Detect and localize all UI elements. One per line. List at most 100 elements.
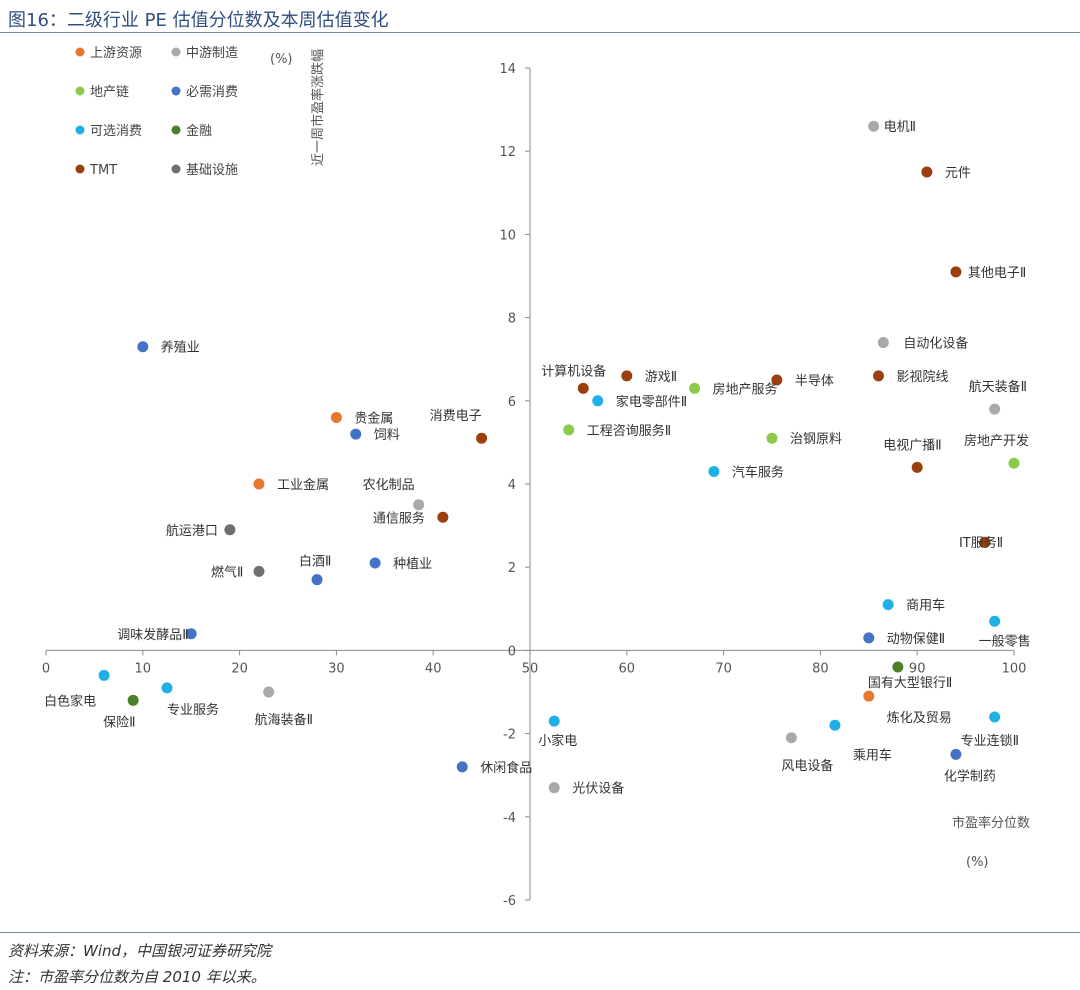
- point-label: 风电设备: [781, 758, 833, 774]
- legend-label: 金融: [186, 123, 212, 139]
- x-tick-label: 30: [328, 661, 345, 676]
- data-point: [989, 711, 1001, 723]
- data-point: [863, 632, 875, 644]
- legend-label: 上游资源: [90, 46, 142, 61]
- data-point: [771, 374, 783, 386]
- point-label: 种植业: [393, 557, 432, 572]
- y-tick-label: 14: [499, 62, 516, 77]
- y-tick-label: 0: [508, 644, 516, 659]
- data-point: [413, 499, 425, 511]
- data-point: [911, 461, 923, 473]
- data-point: [369, 557, 381, 569]
- data-point: [563, 424, 575, 436]
- y-tick-label: -4: [503, 811, 516, 826]
- data-point: [950, 748, 962, 760]
- point-label: 通信服务: [373, 510, 425, 526]
- point-label: 动物保健Ⅱ: [887, 632, 945, 647]
- legend-label: 中游制造: [186, 46, 238, 61]
- data-point: [892, 661, 904, 673]
- x-tick-label: 40: [425, 661, 442, 676]
- data-point: [689, 382, 701, 394]
- point-label: 半导体: [795, 374, 834, 389]
- point-label: 乘用车: [853, 747, 892, 763]
- y-axis-unit: (%): [270, 52, 293, 67]
- point-label: 调味发酵品Ⅱ: [117, 627, 188, 643]
- data-point: [766, 432, 778, 444]
- data-point: [708, 466, 720, 478]
- point-label: 家电零部件Ⅱ: [616, 394, 687, 410]
- data-point: [437, 511, 449, 523]
- legend-swatch: [75, 125, 85, 135]
- data-point: [224, 524, 236, 536]
- y-tick-label: -6: [503, 894, 516, 909]
- legend-label: 可选消费: [90, 124, 142, 139]
- data-point: [621, 370, 633, 382]
- point-label: 一般零售: [979, 633, 1031, 649]
- point-label: 燃气Ⅱ: [211, 564, 243, 580]
- point-label: 养殖业: [161, 340, 200, 356]
- x-tick-label: 70: [715, 661, 732, 676]
- point-label: 小家电: [538, 733, 577, 749]
- point-label: 游戏Ⅱ: [645, 370, 677, 385]
- data-point: [137, 341, 149, 353]
- data-point: [950, 266, 962, 278]
- legend-label: 基础设施: [186, 163, 238, 178]
- data-point: [829, 719, 841, 731]
- x-tick-label: 50: [522, 661, 539, 676]
- point-label: 化学制药: [944, 768, 996, 784]
- x-axis-label: 市盈率分位数: [952, 815, 1030, 831]
- data-point: [127, 694, 139, 706]
- y-tick-label: -2: [503, 728, 516, 743]
- point-label: 电视广播Ⅱ: [883, 438, 941, 453]
- data-point: [548, 782, 560, 794]
- data-point: [592, 395, 604, 407]
- y-tick-label: 10: [499, 228, 516, 243]
- source-note: 资料来源：Wind，中国银河证券研究院: [8, 942, 272, 960]
- data-point: [979, 536, 991, 548]
- point-label: 航运港口: [166, 523, 218, 539]
- point-label: 计算机设备: [541, 363, 606, 379]
- data-point: [882, 599, 894, 611]
- x-tick-label: 20: [231, 661, 248, 676]
- data-point: [548, 715, 560, 727]
- legend-label: 必需消费: [186, 85, 238, 100]
- data-point: [863, 690, 875, 702]
- x-tick-label: 80: [812, 661, 829, 676]
- x-tick-label: 60: [619, 661, 636, 676]
- point-label: 工业金属: [277, 477, 329, 493]
- y-tick-label: 8: [508, 312, 516, 327]
- point-label: 影视院线: [896, 370, 948, 385]
- point-label: 消费电子: [430, 409, 482, 424]
- legend-swatch: [75, 86, 85, 96]
- data-point: [253, 478, 265, 490]
- data-point: [577, 382, 589, 394]
- point-label: 商用车: [906, 598, 945, 614]
- data-point: [1008, 457, 1020, 469]
- point-label: 航天装备Ⅱ: [969, 379, 1027, 395]
- point-label: 专业连锁Ⅱ: [961, 733, 1019, 749]
- point-label: 农化制品: [363, 478, 415, 493]
- legend-swatch: [171, 47, 181, 57]
- point-label: 房地产开发: [964, 433, 1029, 449]
- data-point: [185, 628, 197, 640]
- data-point: [872, 370, 884, 382]
- point-label: 其他电子Ⅱ: [968, 266, 1026, 281]
- footnote: 注：市盈率分位数为自 2010 年以来。: [8, 968, 266, 986]
- point-label: 白酒Ⅱ: [299, 554, 331, 570]
- point-label: 元件: [945, 166, 971, 181]
- point-label: 保险Ⅱ: [103, 715, 135, 730]
- data-point: [877, 337, 889, 349]
- data-point: [161, 682, 173, 694]
- x-axis-unit: (%): [966, 855, 989, 870]
- axes: 0 10 20 30 40 50 60 70 80 90 100 -6 -4 -2 0 2 4 6 8 10 12 14 近…: [42, 49, 1030, 909]
- bottom-rule: [0, 932, 1080, 933]
- y-tick-label: 2: [508, 561, 516, 576]
- x-tick-label: 0: [42, 661, 50, 676]
- data-point: [350, 428, 362, 440]
- point-label: 光伏设备: [572, 781, 624, 797]
- point-label: 炼化及贸易: [887, 711, 952, 726]
- point-label: 房地产服务: [713, 381, 778, 397]
